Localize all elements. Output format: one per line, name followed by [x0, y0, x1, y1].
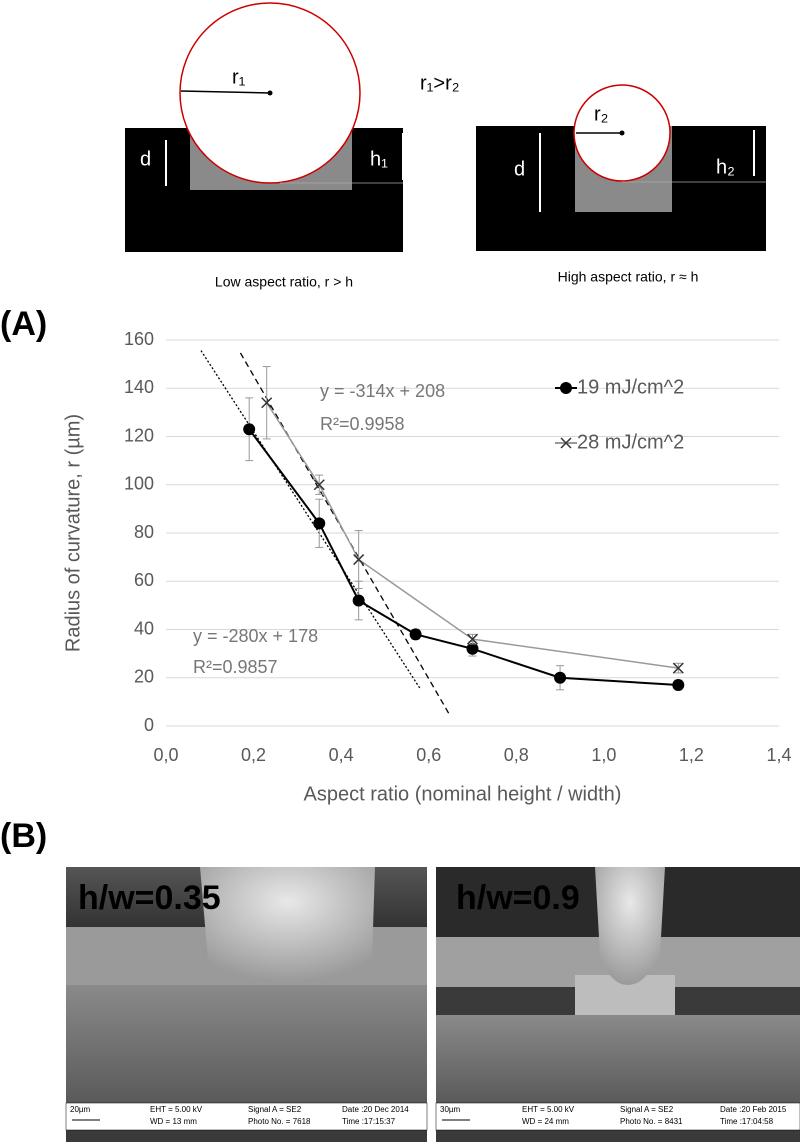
y-tick-label: 40 [134, 618, 154, 638]
y-tick-label: 20 [134, 667, 154, 687]
height-label: h₁ [370, 148, 388, 170]
x-tick-label: 1,0 [591, 745, 616, 765]
signal: Signal A = SE2 [620, 1105, 674, 1114]
trendline-equation: y = -314x + 208 [320, 381, 445, 401]
x-tick-label: 1,2 [679, 745, 704, 765]
legend-label: 28 mJ/cm^2 [577, 431, 684, 453]
y-tick-label: 140 [124, 377, 154, 397]
x-tick-label: 0,0 [153, 745, 178, 765]
sem-footer-text: 20µm EHT = 5.00 kV WD = 13 mm Signal A =… [70, 1105, 787, 1126]
depth-label: d [514, 158, 525, 180]
trendline-r2: R²=0.9857 [193, 657, 278, 677]
x-tick-label: 0,4 [329, 745, 354, 765]
marker [243, 423, 256, 436]
sem-droplet [595, 867, 665, 985]
trendline-r2: R²=0.9958 [320, 414, 405, 434]
trendline [200, 350, 421, 689]
center [267, 90, 273, 96]
scale: 20µm [70, 1105, 91, 1114]
date: Date :20 Dec 2014 [342, 1105, 409, 1114]
chart: 0 20 40 60 80 100 120 140 160 0,0 0,2 0,4 0,6 0,8 1,0 1… [62, 329, 791, 806]
wd: WD = 13 mm [150, 1117, 197, 1126]
sem-droplet [200, 867, 375, 982]
photo: Photo No. = 8431 [620, 1117, 683, 1126]
caption: High aspect ratio, r ≈ h [558, 269, 699, 285]
marker [352, 594, 365, 607]
x-tick-label: 0,2 [241, 745, 266, 765]
x-tick-label: 1,4 [766, 745, 791, 765]
y-tick-label: 60 [134, 570, 154, 590]
trendline-equation: y = -280x + 178 [193, 626, 318, 646]
caption: Low aspect ratio, r > h [215, 274, 353, 290]
eht: EHT = 5.00 kV [522, 1105, 575, 1114]
marker [466, 633, 479, 645]
date: Date :20 Feb 2015 [720, 1105, 787, 1114]
scale: 30µm [440, 1105, 461, 1114]
radius-label: r₂ [594, 103, 608, 125]
panel-label: (B) [0, 817, 47, 855]
marker [409, 628, 422, 641]
y-tick-label: 160 [124, 329, 154, 349]
panel-label: (A) [0, 305, 47, 343]
sem-left [65, 867, 428, 1142]
marker [261, 397, 273, 409]
legend-label: 19 mJ/cm^2 [577, 376, 684, 398]
radius-label: r₁ [232, 66, 246, 88]
marker [313, 479, 325, 491]
depth-label: d [140, 148, 151, 170]
sem-footer [65, 1102, 428, 1131]
marker [353, 554, 365, 566]
x-tick-label: 0,6 [416, 745, 441, 765]
y-tick-label: 100 [124, 474, 154, 494]
x-tick-label: 0,8 [504, 745, 529, 765]
marker [672, 678, 685, 691]
marker [466, 642, 479, 655]
x-axis-label: Aspect ratio (nominal height / width) [304, 783, 622, 805]
sem-footer [435, 1102, 800, 1131]
diagram-left: r₁ d h₁ Low aspect ratio, r > h [125, 2, 404, 290]
sem-wall [66, 985, 427, 1103]
radius-line [180, 90, 271, 94]
sem-wall [436, 1015, 800, 1103]
sem-label: h/w=0.9 [456, 879, 580, 917]
marker [313, 517, 326, 530]
relation: r₁>r₂ [420, 72, 460, 94]
marker [672, 662, 684, 674]
time: Time :17:04:58 [720, 1117, 774, 1126]
time: Time :17:15:37 [342, 1117, 396, 1126]
y-tick-label: 120 [124, 425, 154, 445]
eht: EHT = 5.00 kV [150, 1105, 203, 1114]
y-tick-label: 80 [134, 522, 154, 542]
y-axis-label: Radius of curvature, r (µm) [62, 414, 84, 652]
y-tick-label: 0 [144, 715, 154, 735]
legend-marker [560, 382, 572, 394]
series-line [248, 428, 679, 686]
photo: Photo No. = 7618 [248, 1117, 311, 1126]
diagram-right: r₂ d h₂ High aspect ratio, r ≈ h [476, 84, 766, 285]
center [619, 130, 625, 136]
wd: WD = 24 mm [522, 1117, 569, 1126]
height-label: h₂ [716, 156, 735, 178]
sem-label: h/w=0.35 [78, 879, 221, 917]
marker [554, 671, 567, 684]
legend-marker [560, 437, 572, 449]
sem-right [435, 867, 800, 1142]
signal: Signal A = SE2 [248, 1105, 302, 1114]
